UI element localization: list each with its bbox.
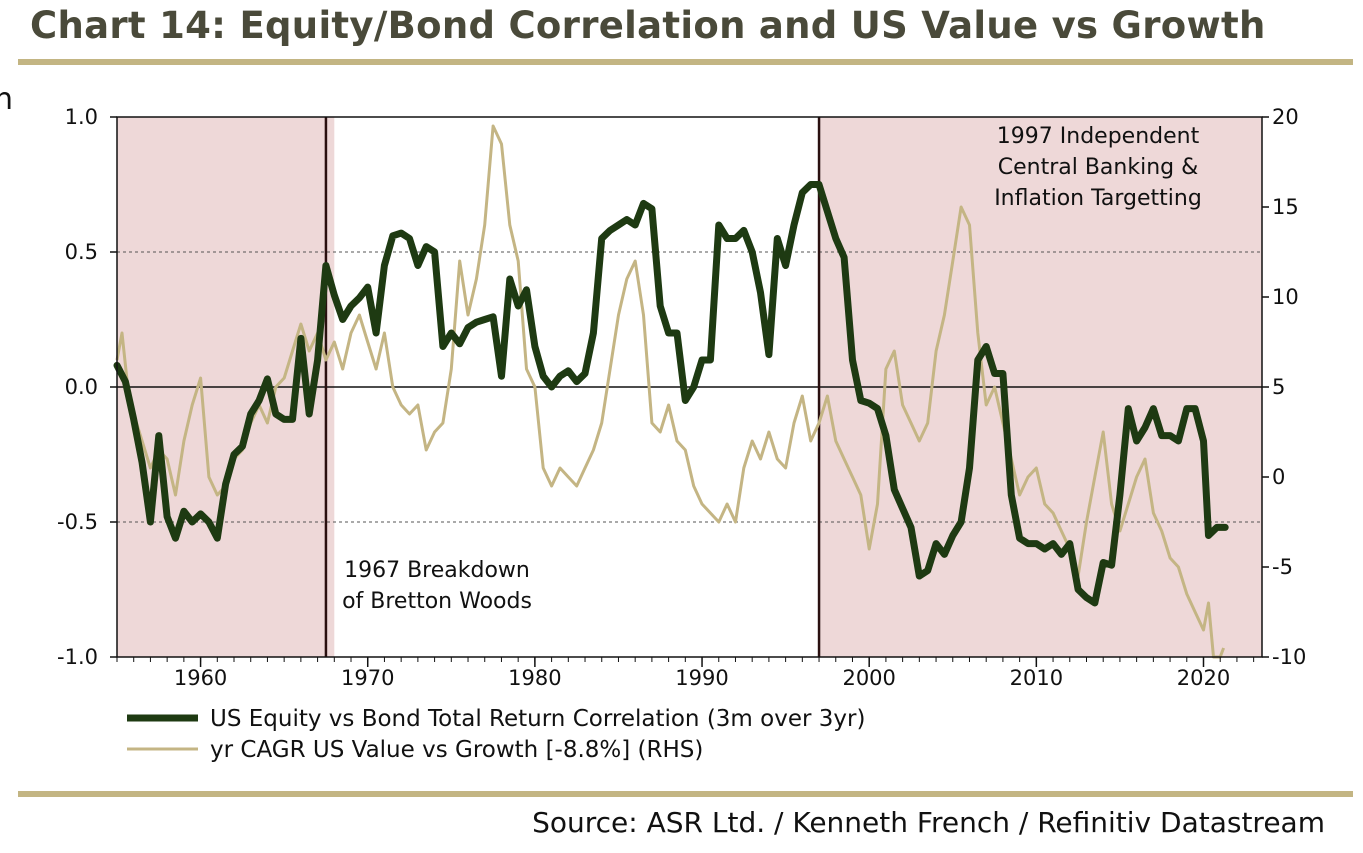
series-equity-bond-correlation-line bbox=[113, 181, 1229, 607]
y-right-tick-label-5: -5 bbox=[1272, 555, 1293, 579]
series-value-vs-growth-line bbox=[115, 124, 1226, 659]
legend: US Equity vs Bond Total Return Correlati… bbox=[127, 706, 865, 763]
chart-title: Chart 14: Equity/Bond Correlation and US… bbox=[30, 4, 1266, 47]
y-left-tick-label-0: 1.0 bbox=[65, 105, 98, 129]
y-left-tick-label-4: -1.0 bbox=[57, 645, 98, 669]
footer-rule bbox=[18, 791, 1353, 797]
x-tick-label-1: 1970 bbox=[341, 666, 394, 690]
x-tick-label-3: 1990 bbox=[675, 666, 728, 690]
source-note: Source: ASR Ltd. / Kenneth French / Refi… bbox=[532, 806, 1325, 839]
x-tick-label-6: 2020 bbox=[1177, 666, 1230, 690]
event-lines bbox=[324, 117, 821, 657]
y-right-tick-label-2: 10 bbox=[1272, 285, 1299, 309]
y-left-tick-label-3: -0.5 bbox=[57, 510, 98, 534]
y-left-tick-label-2: 0.0 bbox=[65, 375, 98, 399]
legend-label-value-vs-growth: yr CAGR US Value vs Growth [-8.8%] (RHS) bbox=[210, 737, 703, 763]
annotation-central-banking-line-1: 1997 Independent bbox=[997, 124, 1200, 149]
y-right-tick-label-6: -10 bbox=[1272, 645, 1306, 669]
y-left-tick-label-1: 0.5 bbox=[65, 240, 98, 264]
x-tick-label-4: 2000 bbox=[842, 666, 895, 690]
gridlines bbox=[117, 251, 1262, 523]
title-rule bbox=[18, 59, 1353, 65]
annotation-bretton-woods-line-1: 1967 Breakdown bbox=[344, 558, 530, 583]
annotation-central-banking-line-3: Inflation Targetting bbox=[994, 186, 1202, 211]
y-right-tick-label-4: 0 bbox=[1272, 465, 1285, 489]
annotation-central-banking-line-2: Central Banking & bbox=[998, 155, 1199, 180]
x-tick-label-2: 1980 bbox=[508, 666, 561, 690]
y-right-tick-label-3: 5 bbox=[1272, 375, 1285, 399]
x-axis: 1960 1970 1980 1990 2000 2010 2020 bbox=[116, 657, 1255, 690]
chart: 1.0 0.5 0.0 -0.5 -1.0 20 15 10 5 0 -5 -10 1960 1970… bbox=[57, 105, 1306, 763]
x-tick-label-0: 1960 bbox=[174, 666, 227, 690]
y-right-tick-label-1: 15 bbox=[1272, 195, 1299, 219]
y-left-axis: 1.0 0.5 0.0 -0.5 -1.0 bbox=[57, 105, 117, 669]
annotation-bretton-woods-line-2: of Bretton Woods bbox=[342, 589, 532, 614]
x-tick-label-5: 2010 bbox=[1010, 666, 1063, 690]
edge-text-fragment: n bbox=[0, 82, 14, 117]
legend-label-correlation: US Equity vs Bond Total Return Correlati… bbox=[210, 706, 865, 732]
y-right-axis: 20 15 10 5 0 -5 -10 bbox=[1262, 105, 1306, 669]
y-right-tick-label-0: 20 bbox=[1272, 105, 1299, 129]
